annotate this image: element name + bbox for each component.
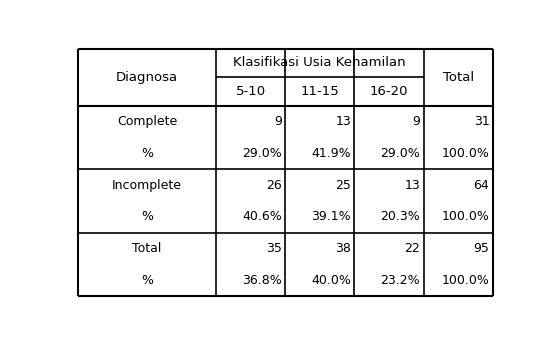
Text: 100.0%: 100.0% <box>442 274 490 287</box>
Text: Complete: Complete <box>117 115 177 128</box>
Text: Total: Total <box>442 71 473 83</box>
Text: 40.0%: 40.0% <box>311 274 351 287</box>
Text: %: % <box>141 274 153 287</box>
Text: 39.1%: 39.1% <box>311 211 351 223</box>
Text: 100.0%: 100.0% <box>442 211 490 223</box>
Text: 11-15: 11-15 <box>300 85 339 98</box>
Text: 41.9%: 41.9% <box>311 147 351 160</box>
Text: %: % <box>141 211 153 223</box>
Text: 31: 31 <box>473 115 490 128</box>
Text: 16-20: 16-20 <box>370 85 408 98</box>
Text: 9: 9 <box>412 115 420 128</box>
Text: 95: 95 <box>473 242 490 255</box>
Text: 20.3%: 20.3% <box>380 211 420 223</box>
Text: 38: 38 <box>335 242 351 255</box>
Text: 29.0%: 29.0% <box>242 147 282 160</box>
Text: 23.2%: 23.2% <box>380 274 420 287</box>
Text: 26: 26 <box>266 179 282 192</box>
Text: 25: 25 <box>335 179 351 192</box>
Text: 13: 13 <box>335 115 351 128</box>
Text: 40.6%: 40.6% <box>242 211 282 223</box>
Text: 5-10: 5-10 <box>236 85 266 98</box>
Text: 64: 64 <box>473 179 490 192</box>
Text: 29.0%: 29.0% <box>380 147 420 160</box>
Text: Diagnosa: Diagnosa <box>116 71 178 83</box>
Text: 13: 13 <box>404 179 420 192</box>
Text: Incomplete: Incomplete <box>112 179 182 192</box>
Text: Klasifikasi Usia Kehamilan: Klasifikasi Usia Kehamilan <box>233 56 406 69</box>
Text: 100.0%: 100.0% <box>442 147 490 160</box>
Text: 35: 35 <box>266 242 282 255</box>
Text: %: % <box>141 147 153 160</box>
Text: Total: Total <box>133 242 162 255</box>
Text: 9: 9 <box>274 115 282 128</box>
Text: 22: 22 <box>404 242 420 255</box>
Text: 36.8%: 36.8% <box>242 274 282 287</box>
